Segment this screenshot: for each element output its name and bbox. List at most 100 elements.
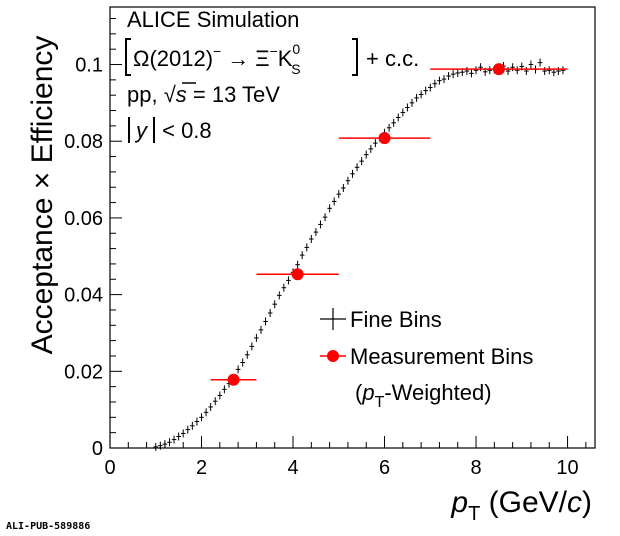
fine-bin-point: [386, 123, 392, 132]
fine-bin-point: [432, 79, 438, 88]
fine-bin-point: [510, 63, 515, 72]
fine-bin-point: [185, 425, 191, 434]
fine-bin-point: [162, 440, 168, 449]
fine-bin-point: [222, 385, 227, 394]
x-axis-label-unit: (GeV/: [480, 486, 567, 519]
legend-fine-marker: [320, 308, 346, 330]
fine-bin-point: [528, 60, 534, 69]
fine-bin-point: [446, 72, 451, 81]
y-axis-label: Acceptance × Efficiency: [26, 36, 59, 355]
x-tick-label: 2: [196, 457, 207, 479]
decay-arrow: →: [227, 46, 249, 71]
fine-bin-point: [524, 67, 529, 76]
legend-meas-sub: T: [375, 394, 385, 411]
kaon-sub: S: [291, 61, 300, 77]
fine-bin-point: [359, 157, 364, 166]
legend-meas-label2: (pT-Weighted): [355, 380, 492, 411]
fine-bin-point: [167, 438, 172, 447]
rapidity-y: y: [134, 118, 149, 143]
fine-bin-point: [295, 260, 300, 269]
fine-bin-point: [309, 235, 314, 244]
fine-bin-point: [537, 58, 543, 67]
fine-bin-point: [235, 365, 241, 374]
legend-meas-p: p: [361, 380, 374, 405]
y-tick-label: 0.1: [75, 55, 103, 77]
bracket-right: [352, 38, 358, 76]
fine-bin-point: [240, 358, 245, 367]
fine-bin-point: [437, 76, 442, 85]
kaon-sup: 0: [292, 41, 300, 57]
x-tick-label: 0: [104, 457, 115, 479]
legend-fine-label: Fine Bins: [350, 307, 442, 332]
fine-bin-point: [313, 228, 319, 237]
fine-bin-point: [331, 197, 337, 206]
sqrt-s: s: [176, 82, 187, 107]
fine-bin-point: [478, 63, 483, 72]
legend-meas-close: -Weighted): [384, 380, 491, 405]
fine-bin-point: [427, 83, 433, 92]
fine-bin-point: [441, 75, 447, 84]
fine-bin-point: [350, 169, 355, 178]
fine-bin-point: [153, 442, 159, 451]
fine-bin-point: [546, 66, 552, 75]
fine-bin-point: [203, 408, 209, 417]
cc-label: + c.c.: [366, 46, 419, 71]
energy-label: = 13 TeV: [187, 82, 280, 107]
fine-bin-point: [464, 67, 470, 76]
fine-bin-point: [327, 204, 332, 213]
fine-bin-point: [542, 67, 547, 76]
fine-bin-point: [258, 325, 264, 334]
annotation-block: ALICE Simulation Ω(2012)− → Ξ−K0 S + c.c. p…: [125, 7, 419, 143]
y-tick-label: 0.02: [64, 361, 103, 383]
fine-bin-point: [199, 413, 204, 422]
fine-bin-point: [336, 190, 342, 199]
annotation-line3: pp, √s = 13 TeV: [127, 82, 280, 107]
sqrt-symbol: √: [164, 82, 177, 107]
legend-meas-label: Measurement Bins: [350, 344, 533, 369]
fine-bin-point: [212, 397, 218, 406]
fine-bin-point: [322, 213, 328, 222]
pp-label: pp,: [127, 82, 164, 107]
fine-bin-point: [473, 66, 479, 75]
omega-label: Ω(2012): [133, 46, 213, 71]
x-axis-ticks: 0 2 4 6 8 10: [104, 436, 587, 479]
legend: Fine Bins Measurement Bins (pT-Weighted): [320, 307, 533, 411]
x-tick-label: 4: [287, 457, 298, 479]
y-tick-label: 0.04: [64, 285, 103, 307]
fine-bin-point: [180, 429, 186, 438]
fine-bin-point: [217, 391, 223, 400]
fine-bin-point: [281, 283, 287, 292]
fine-bin-point: [450, 70, 456, 79]
fine-bin-point: [514, 66, 520, 75]
fine-bin-point: [409, 98, 415, 107]
fine-bin-point: [423, 86, 428, 95]
fine-bin-point: [286, 276, 291, 285]
plot-frame: [109, 6, 596, 449]
y-tick-label: 0.06: [64, 208, 103, 230]
fine-bin-point: [299, 251, 305, 260]
y-axis-ticks: 0 0.02 0.04 0.06 0.08 0.1: [64, 18, 122, 460]
omega-charge: −: [213, 43, 221, 59]
fine-bin-point: [395, 113, 401, 122]
measurement-bin-point: [338, 132, 431, 145]
kaon-label: K: [278, 46, 293, 71]
x-axis-label-close: ): [582, 486, 592, 519]
xi-charge: −: [270, 43, 278, 59]
legend-meas-open: (: [355, 380, 363, 405]
y-tick-label: 0: [92, 438, 103, 460]
fine-bin-point: [263, 317, 268, 326]
fine-bin-point: [400, 108, 406, 117]
rapidity-cut: < 0.8: [156, 118, 212, 143]
fine-bin-point: [244, 350, 250, 359]
fine-bin-point: [556, 67, 561, 76]
fine-bin-point: [272, 300, 278, 309]
bracket-left: [125, 38, 131, 76]
fine-bin-point: [363, 150, 369, 159]
plot-area-border: [109, 6, 596, 449]
fine-bin-point: [267, 309, 273, 318]
x-axis-label-c: c: [567, 486, 582, 519]
fine-bin-point: [560, 66, 566, 75]
fine-bin-point: [505, 67, 511, 76]
x-axis-label: pT (GeV/c): [450, 486, 592, 525]
